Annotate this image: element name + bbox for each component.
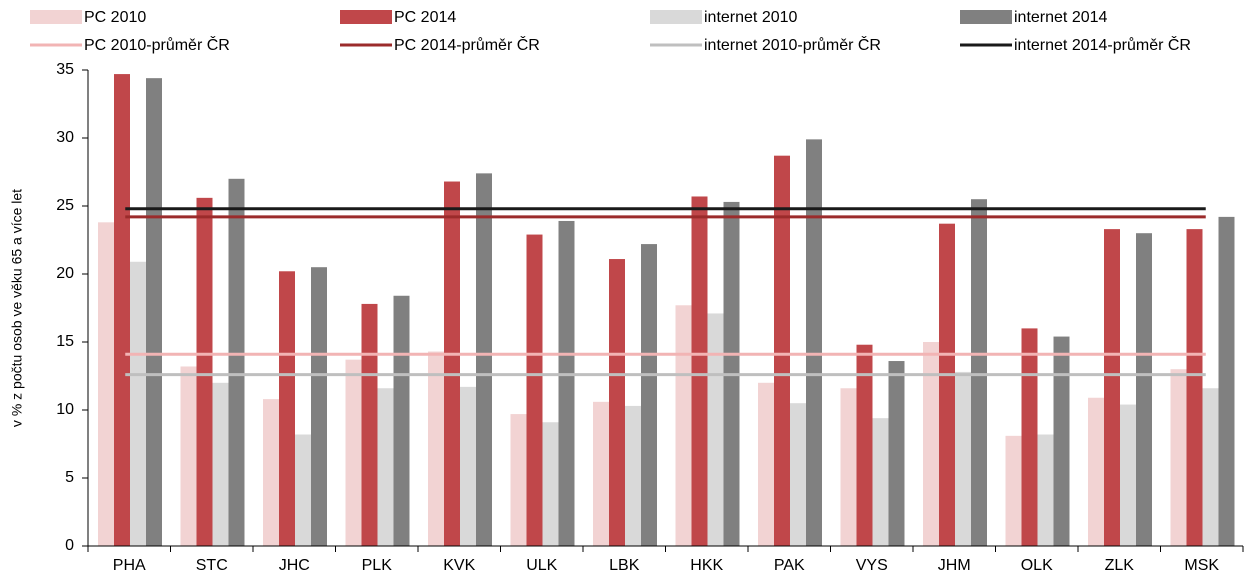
bar xyxy=(1104,229,1120,546)
bar xyxy=(888,361,905,546)
bar xyxy=(1218,216,1235,546)
bar xyxy=(939,223,955,546)
bar xyxy=(130,261,146,546)
bar xyxy=(98,222,114,546)
legend-swatch xyxy=(650,10,702,24)
y-tick-label: 15 xyxy=(56,333,74,350)
bar xyxy=(609,259,625,546)
x-tick-label: VYS xyxy=(856,557,888,574)
y-tick-label: 5 xyxy=(65,469,74,486)
bar xyxy=(428,351,444,546)
legend-label: internet 2010-průměr ČR xyxy=(704,35,881,54)
bar xyxy=(228,178,245,547)
bar xyxy=(114,74,130,546)
legend-label: PC 2010-průměr ČR xyxy=(84,35,230,54)
x-tick-label: PLK xyxy=(362,557,393,574)
y-tick-label: 25 xyxy=(56,197,74,214)
bar xyxy=(641,244,657,546)
bar xyxy=(311,267,327,546)
x-tick-label: PHA xyxy=(113,557,146,574)
bar xyxy=(180,366,197,546)
bar xyxy=(774,155,790,546)
bar xyxy=(593,401,609,546)
bar xyxy=(856,344,873,546)
bar xyxy=(625,405,641,546)
bar xyxy=(1037,434,1054,546)
x-tick-label: JHC xyxy=(279,557,310,574)
bar xyxy=(377,388,394,546)
bar xyxy=(460,386,476,546)
legend-label: PC 2014-průměr ČR xyxy=(394,35,540,54)
bar xyxy=(510,414,527,546)
bar xyxy=(955,371,971,546)
bar xyxy=(1202,388,1219,546)
x-tick-label: JHM xyxy=(938,557,971,574)
bar xyxy=(758,382,774,546)
bar xyxy=(279,271,295,546)
bar xyxy=(923,342,939,546)
legend-label: PC 2014 xyxy=(394,9,456,26)
bar xyxy=(526,234,543,546)
bar xyxy=(806,139,822,547)
bar xyxy=(558,220,575,546)
bar xyxy=(212,382,229,546)
bar xyxy=(675,305,692,546)
y-axis-label: v % z počtu osob ve věku 65 a více let xyxy=(9,189,25,427)
bar xyxy=(1005,435,1022,546)
y-tick-label: 10 xyxy=(56,401,74,418)
x-tick-label: KVK xyxy=(443,557,475,574)
legend-label: internet 2014 xyxy=(1014,9,1108,26)
bar xyxy=(345,359,362,546)
bar xyxy=(790,403,806,546)
x-tick-label: HKK xyxy=(690,557,723,574)
bar xyxy=(1186,229,1203,546)
legend-swatch xyxy=(30,10,82,24)
bar xyxy=(872,418,889,546)
bar xyxy=(971,199,987,546)
legend-swatch xyxy=(340,10,392,24)
bar xyxy=(393,295,410,546)
legend-label: PC 2010 xyxy=(84,9,146,26)
x-tick-label: ZLK xyxy=(1105,557,1135,574)
bar xyxy=(1170,369,1187,546)
y-tick-label: 35 xyxy=(56,61,74,78)
x-tick-label: MSK xyxy=(1184,557,1219,574)
x-tick-label: PAK xyxy=(774,557,805,574)
x-tick-label: STC xyxy=(196,557,228,574)
bar xyxy=(263,399,279,546)
bar xyxy=(146,78,162,546)
bar xyxy=(1120,404,1136,546)
x-tick-label: OLK xyxy=(1021,557,1053,574)
bar xyxy=(361,303,378,546)
bar xyxy=(444,181,460,546)
x-tick-label: LBK xyxy=(609,557,640,574)
bar xyxy=(542,422,559,546)
bar xyxy=(1088,397,1104,546)
y-tick-label: 0 xyxy=(65,537,74,554)
bar xyxy=(295,434,311,546)
bar xyxy=(1021,328,1038,546)
x-tick-label: ULK xyxy=(526,557,557,574)
bar xyxy=(840,388,857,546)
bar xyxy=(476,173,492,547)
legend-label: internet 2010 xyxy=(704,9,798,26)
legend-swatch xyxy=(960,10,1012,24)
bar xyxy=(196,197,213,546)
y-tick-label: 20 xyxy=(56,265,74,282)
bar xyxy=(1053,336,1070,546)
bar xyxy=(691,196,708,547)
y-tick-label: 30 xyxy=(56,129,74,146)
legend-label: internet 2014-průměr ČR xyxy=(1014,35,1191,54)
bar xyxy=(707,313,724,546)
bar xyxy=(1136,233,1152,546)
